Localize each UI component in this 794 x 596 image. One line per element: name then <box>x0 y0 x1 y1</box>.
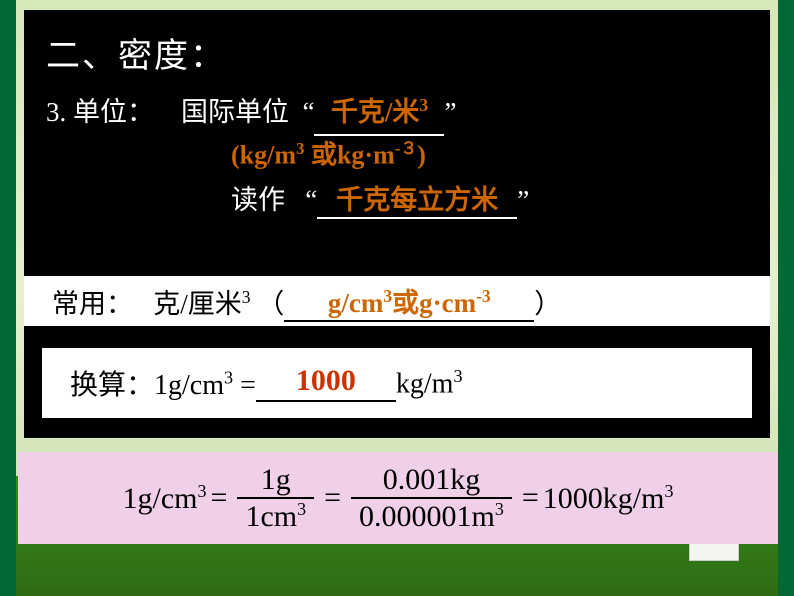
paren-open: （ <box>257 282 284 321</box>
common-unit-bar: 常用： 克/厘米3 （g/cm3或g·cm-3） <box>24 276 770 326</box>
read-answer: 千克每立方米 <box>317 178 517 219</box>
eq2: = <box>324 481 341 515</box>
fraction-1: 1g 1cm3 <box>237 463 314 533</box>
eq1: = <box>211 481 228 515</box>
section-title: 二、密度： <box>46 28 748 77</box>
convert-prefix: 换算：1g/cm3 = <box>70 363 256 403</box>
sidebar-right <box>778 0 794 596</box>
quote-open: “ <box>303 97 315 127</box>
unit-prefix: 3. 单位： <box>46 97 154 127</box>
unit-mid: 国际单位 <box>181 97 289 127</box>
formula-bar: 1g/cm3 = 1g 1cm3 = 0.001kg 0.000001m3 = … <box>18 452 778 544</box>
formula-rhs: 1000kg/m3 <box>543 481 674 516</box>
formula-lhs: 1g/cm3 <box>123 481 207 516</box>
si-symbol-line: (kg/m3 或kg·m-３) <box>231 134 748 172</box>
fraction-2: 0.001kg 0.000001m3 <box>351 463 512 533</box>
unit-line: 3. 单位： 国际单位 “千克/米3” <box>46 91 748 136</box>
read-line: 读作 “千克每立方米” <box>231 178 748 219</box>
paren-close: ） <box>534 282 561 321</box>
read-quote-open: “ <box>305 185 317 215</box>
conversion-bar: 换算：1g/cm3 =1000kg/m3 <box>42 348 752 418</box>
common-answer: g/cm3或g·cm-3 <box>284 281 534 322</box>
common-unit: 克/厘米3 <box>153 282 250 321</box>
read-prefix: 读作 <box>231 185 285 215</box>
eq3: = <box>522 481 539 515</box>
si-unit-answer: 千克/米3 <box>314 91 444 136</box>
convert-suffix: kg/m3 <box>396 366 463 400</box>
quote-close: ” <box>444 97 456 127</box>
sidebar-left <box>0 0 16 596</box>
convert-answer: 1000 <box>256 364 396 402</box>
common-prefix: 常用： <box>52 282 133 321</box>
read-quote-close: ” <box>517 185 529 215</box>
